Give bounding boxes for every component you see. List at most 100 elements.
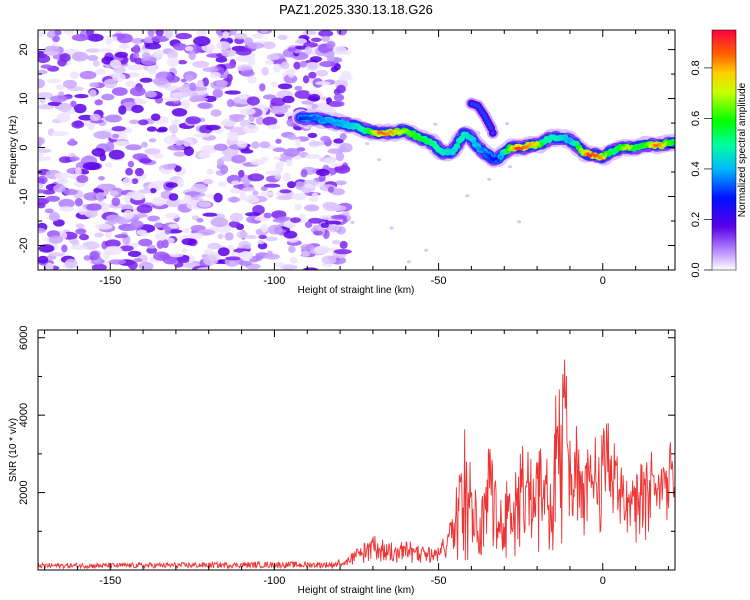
spectrogram-noise-blob	[205, 124, 221, 131]
spectrogram-noise-blob	[131, 38, 145, 44]
spectrogram-noise-blob	[329, 100, 345, 108]
spectrogram-noise-blob	[177, 257, 190, 264]
spectrogram-noise-blob	[89, 251, 100, 261]
spectrogram-noise-blob	[318, 30, 334, 38]
spectrogram-noise-blob	[339, 240, 348, 249]
spectrogram-noise-blob	[152, 180, 168, 186]
spectrogram-noise-blob	[181, 238, 197, 246]
spectrogram-noise-blob	[246, 96, 260, 106]
spectrogram-noise-blob	[225, 256, 242, 261]
spectrogram-noise-blob	[38, 148, 52, 153]
spectrogram-signal-blob	[455, 143, 459, 147]
spectrogram-noise-blob	[231, 154, 247, 164]
spectrogram-noise-blob	[202, 212, 218, 217]
snr-xtick-label: -50	[431, 575, 447, 587]
spectrogram-noise-blob	[132, 52, 140, 59]
spectrogram-noise-blob	[252, 190, 259, 196]
spectrogram-noise-blob	[325, 220, 342, 225]
spectrogram-noise-blob	[267, 124, 281, 130]
spectrogram-noise-blob	[321, 35, 330, 43]
spectrogram-noise-blob	[279, 189, 292, 194]
spectrogram-xtick-label: -100	[263, 275, 285, 287]
spectrogram-noise-blob	[330, 214, 347, 220]
spectrogram-noise-blob	[265, 60, 274, 65]
spectrogram-noise-blob	[38, 54, 51, 64]
spectrogram-ytick-label: 20	[18, 43, 30, 55]
spectrogram-noise-blob	[56, 112, 71, 123]
spectrogram-noise-blob	[299, 60, 307, 68]
spectrogram-signal-blob	[473, 141, 478, 145]
spectrogram-noise-blob	[153, 251, 170, 261]
spectrogram-noise-blob	[190, 183, 208, 194]
figure-title: PAZ1.2025.330.13.18.G26	[279, 2, 433, 17]
spectrogram-noise-blob	[75, 223, 85, 229]
spectrogram-noise-blob	[213, 143, 228, 151]
spectrogram-signal-blob	[317, 116, 321, 120]
spectrogram-noise-blob	[38, 175, 48, 185]
spectrogram-signal-blob	[507, 147, 512, 152]
spectrogram-noise-blob	[189, 82, 197, 92]
spectrogram-noise-blob	[141, 52, 151, 61]
spectrogram-noise-blob	[218, 181, 227, 187]
snr-ytick-label: 6000	[18, 325, 30, 349]
spectrogram-noise-blob	[198, 201, 211, 208]
spectrogram-noise-blob	[261, 66, 269, 76]
spectrogram-noise-blob	[305, 154, 321, 159]
spectrogram-noise-blob	[46, 255, 57, 260]
spectrogram-noise-blob	[108, 259, 127, 265]
spectrogram-noise-blob	[94, 223, 113, 230]
spectrogram-noise-blob	[86, 203, 103, 211]
spectrogram-noise-blob	[127, 160, 135, 168]
spectrogram-signal-blob	[434, 144, 439, 148]
spectrogram-noise-blob	[83, 255, 91, 261]
spectrogram-noise-blob	[105, 141, 115, 152]
spectrogram-signal-blob	[671, 140, 675, 145]
spectrogram-noise-blob	[313, 230, 324, 236]
spectrogram-noise-blob	[154, 222, 164, 229]
spectrogram-noise-blob	[185, 116, 201, 125]
snr-panel: -150 -100 -50 0 2000 4000 6000 Height of strai…	[8, 325, 676, 596]
spectrogram-noise-blob	[221, 49, 237, 57]
spectrogram-noise-blob	[334, 164, 351, 174]
spectrogram-noise-blob	[138, 238, 153, 247]
spectrogram-noise-blob	[204, 95, 217, 103]
spectrogram-noise-blob	[138, 189, 152, 194]
spectrogram-noise-blob	[164, 225, 171, 235]
spectrogram-signal-layer	[291, 97, 675, 168]
spectrogram-signal-blob	[328, 118, 333, 123]
spectrogram-noise-blob	[270, 97, 286, 107]
spectrogram-noise-blob	[138, 261, 154, 270]
spectrogram-noise-blob	[150, 113, 161, 121]
spectrogram-noise-blob	[304, 204, 320, 212]
spectrogram-noise-blob	[295, 138, 302, 148]
spectrogram-noise-blob	[127, 250, 142, 258]
spectrogram-branch-blob	[484, 116, 489, 121]
spectrogram-noise-blob	[125, 144, 142, 151]
spectrogram-signal-blob	[413, 134, 418, 138]
spectrogram-noise-blob	[64, 258, 78, 269]
spectrogram-noise-blob	[307, 62, 318, 70]
spectrogram-noise-blob	[101, 93, 115, 101]
spectrogram-ytick-label: -20	[18, 238, 30, 254]
spectrogram-noise-blob	[168, 193, 179, 201]
spectrogram-noise-blob	[38, 78, 46, 89]
spectrogram-noise-blob	[260, 223, 269, 233]
spectrogram-noise-blob	[291, 193, 307, 199]
spectrogram-noise-blob	[175, 32, 192, 40]
spectrogram-noise-blob	[126, 64, 145, 71]
spectrogram-noise-blob	[152, 153, 164, 159]
spectrogram-noise-blob	[222, 31, 230, 39]
snr-ytick-label: 4000	[18, 403, 30, 427]
spectrogram-noise-blob	[105, 162, 113, 168]
spectrogram-noise-blob	[304, 183, 314, 188]
spectrogram-noise-blob	[275, 161, 285, 168]
spectrogram-noise-blob	[144, 148, 161, 155]
spectrogram-noise-blob	[290, 217, 301, 224]
spectrogram-signal-blob	[563, 136, 567, 141]
spectrogram-noise-blob	[333, 46, 347, 55]
spectrogram-noise-blob	[147, 30, 155, 37]
spectrogram-noise-blob	[250, 159, 265, 166]
colorbar-label: Normalized spectral amplitude	[737, 82, 748, 217]
